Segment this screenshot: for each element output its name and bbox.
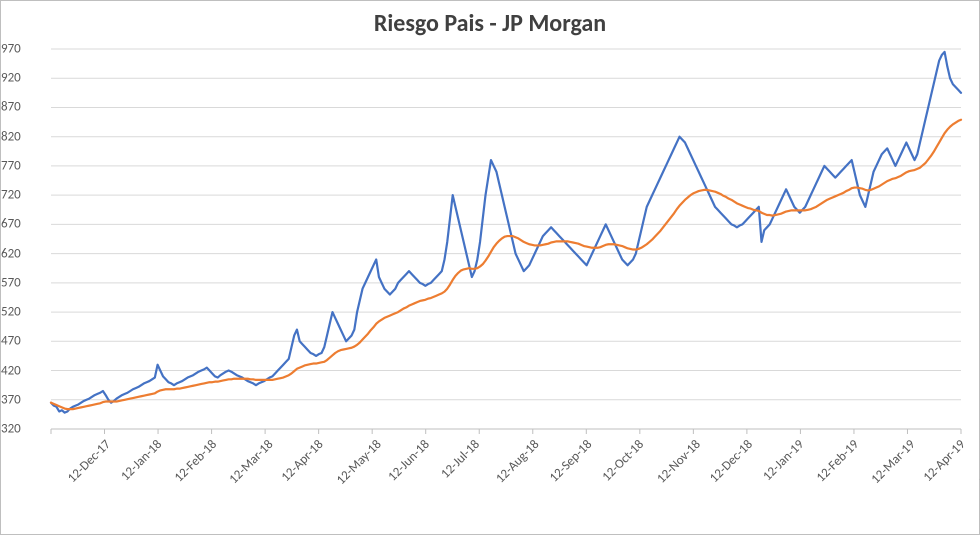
x-tick-label: 12-Apr-19 <box>921 437 969 485</box>
x-tick-label: 12-Apr-18 <box>279 437 327 485</box>
x-tick-label: 12-Mar-19 <box>868 437 918 487</box>
x-tick-label: 12-Feb-19 <box>814 437 862 485</box>
y-axis: 3203704204705205706206707207708208709209… <box>1 49 51 429</box>
x-tick-label: 12-Jul-18 <box>438 437 483 482</box>
y-tick-label: 470 <box>1 334 45 349</box>
x-tick-label: 12-Sep-18 <box>546 437 595 486</box>
y-tick-label: 420 <box>1 363 45 378</box>
y-tick-label: 770 <box>1 158 45 173</box>
x-tick-label: 12-Jan-18 <box>118 437 165 484</box>
x-tick-label: 12-May-19 <box>976 437 980 488</box>
y-tick-label: 970 <box>1 42 45 57</box>
x-tick-label: 12-Feb-18 <box>172 437 220 485</box>
x-tick-label: 12-Dec-18 <box>707 437 756 486</box>
x-tick-label: 12-Jan-19 <box>760 437 807 484</box>
y-tick-label: 720 <box>1 188 45 203</box>
y-tick-label: 670 <box>1 217 45 232</box>
y-tick-label: 620 <box>1 246 45 261</box>
x-tick-label: 12-Nov-18 <box>654 437 704 487</box>
y-tick-label: 870 <box>1 100 45 115</box>
data-series <box>51 49 961 429</box>
series-moving average <box>51 120 961 409</box>
y-tick-label: 320 <box>1 422 45 437</box>
x-tick-label: 12-May-18 <box>333 437 384 488</box>
x-tick-label: 12-Oct-18 <box>600 437 648 485</box>
chart-title: Riesgo Pais - JP Morgan <box>1 9 979 38</box>
y-tick-label: 520 <box>1 305 45 320</box>
y-tick-label: 370 <box>1 392 45 407</box>
chart-container: Riesgo Pais - JP Morgan 320 370 420 470 520 5… <box>0 0 980 535</box>
x-tick-label: 12-Jun-18 <box>385 437 432 484</box>
series-riesgo pais <box>51 52 961 413</box>
x-axis: 12-Dec-1712-Jan-1812-Feb-1812-Mar-1812-A… <box>51 437 961 536</box>
y-tick-label: 570 <box>1 275 45 290</box>
x-tick-label: 12-Mar-18 <box>226 437 276 487</box>
x-tick-label: 12-Dec-17 <box>65 437 114 486</box>
y-tick-label: 920 <box>1 71 45 86</box>
x-tick-label: 12-Aug-18 <box>493 437 542 486</box>
plot-area <box>51 49 961 429</box>
y-tick-label: 820 <box>1 129 45 144</box>
